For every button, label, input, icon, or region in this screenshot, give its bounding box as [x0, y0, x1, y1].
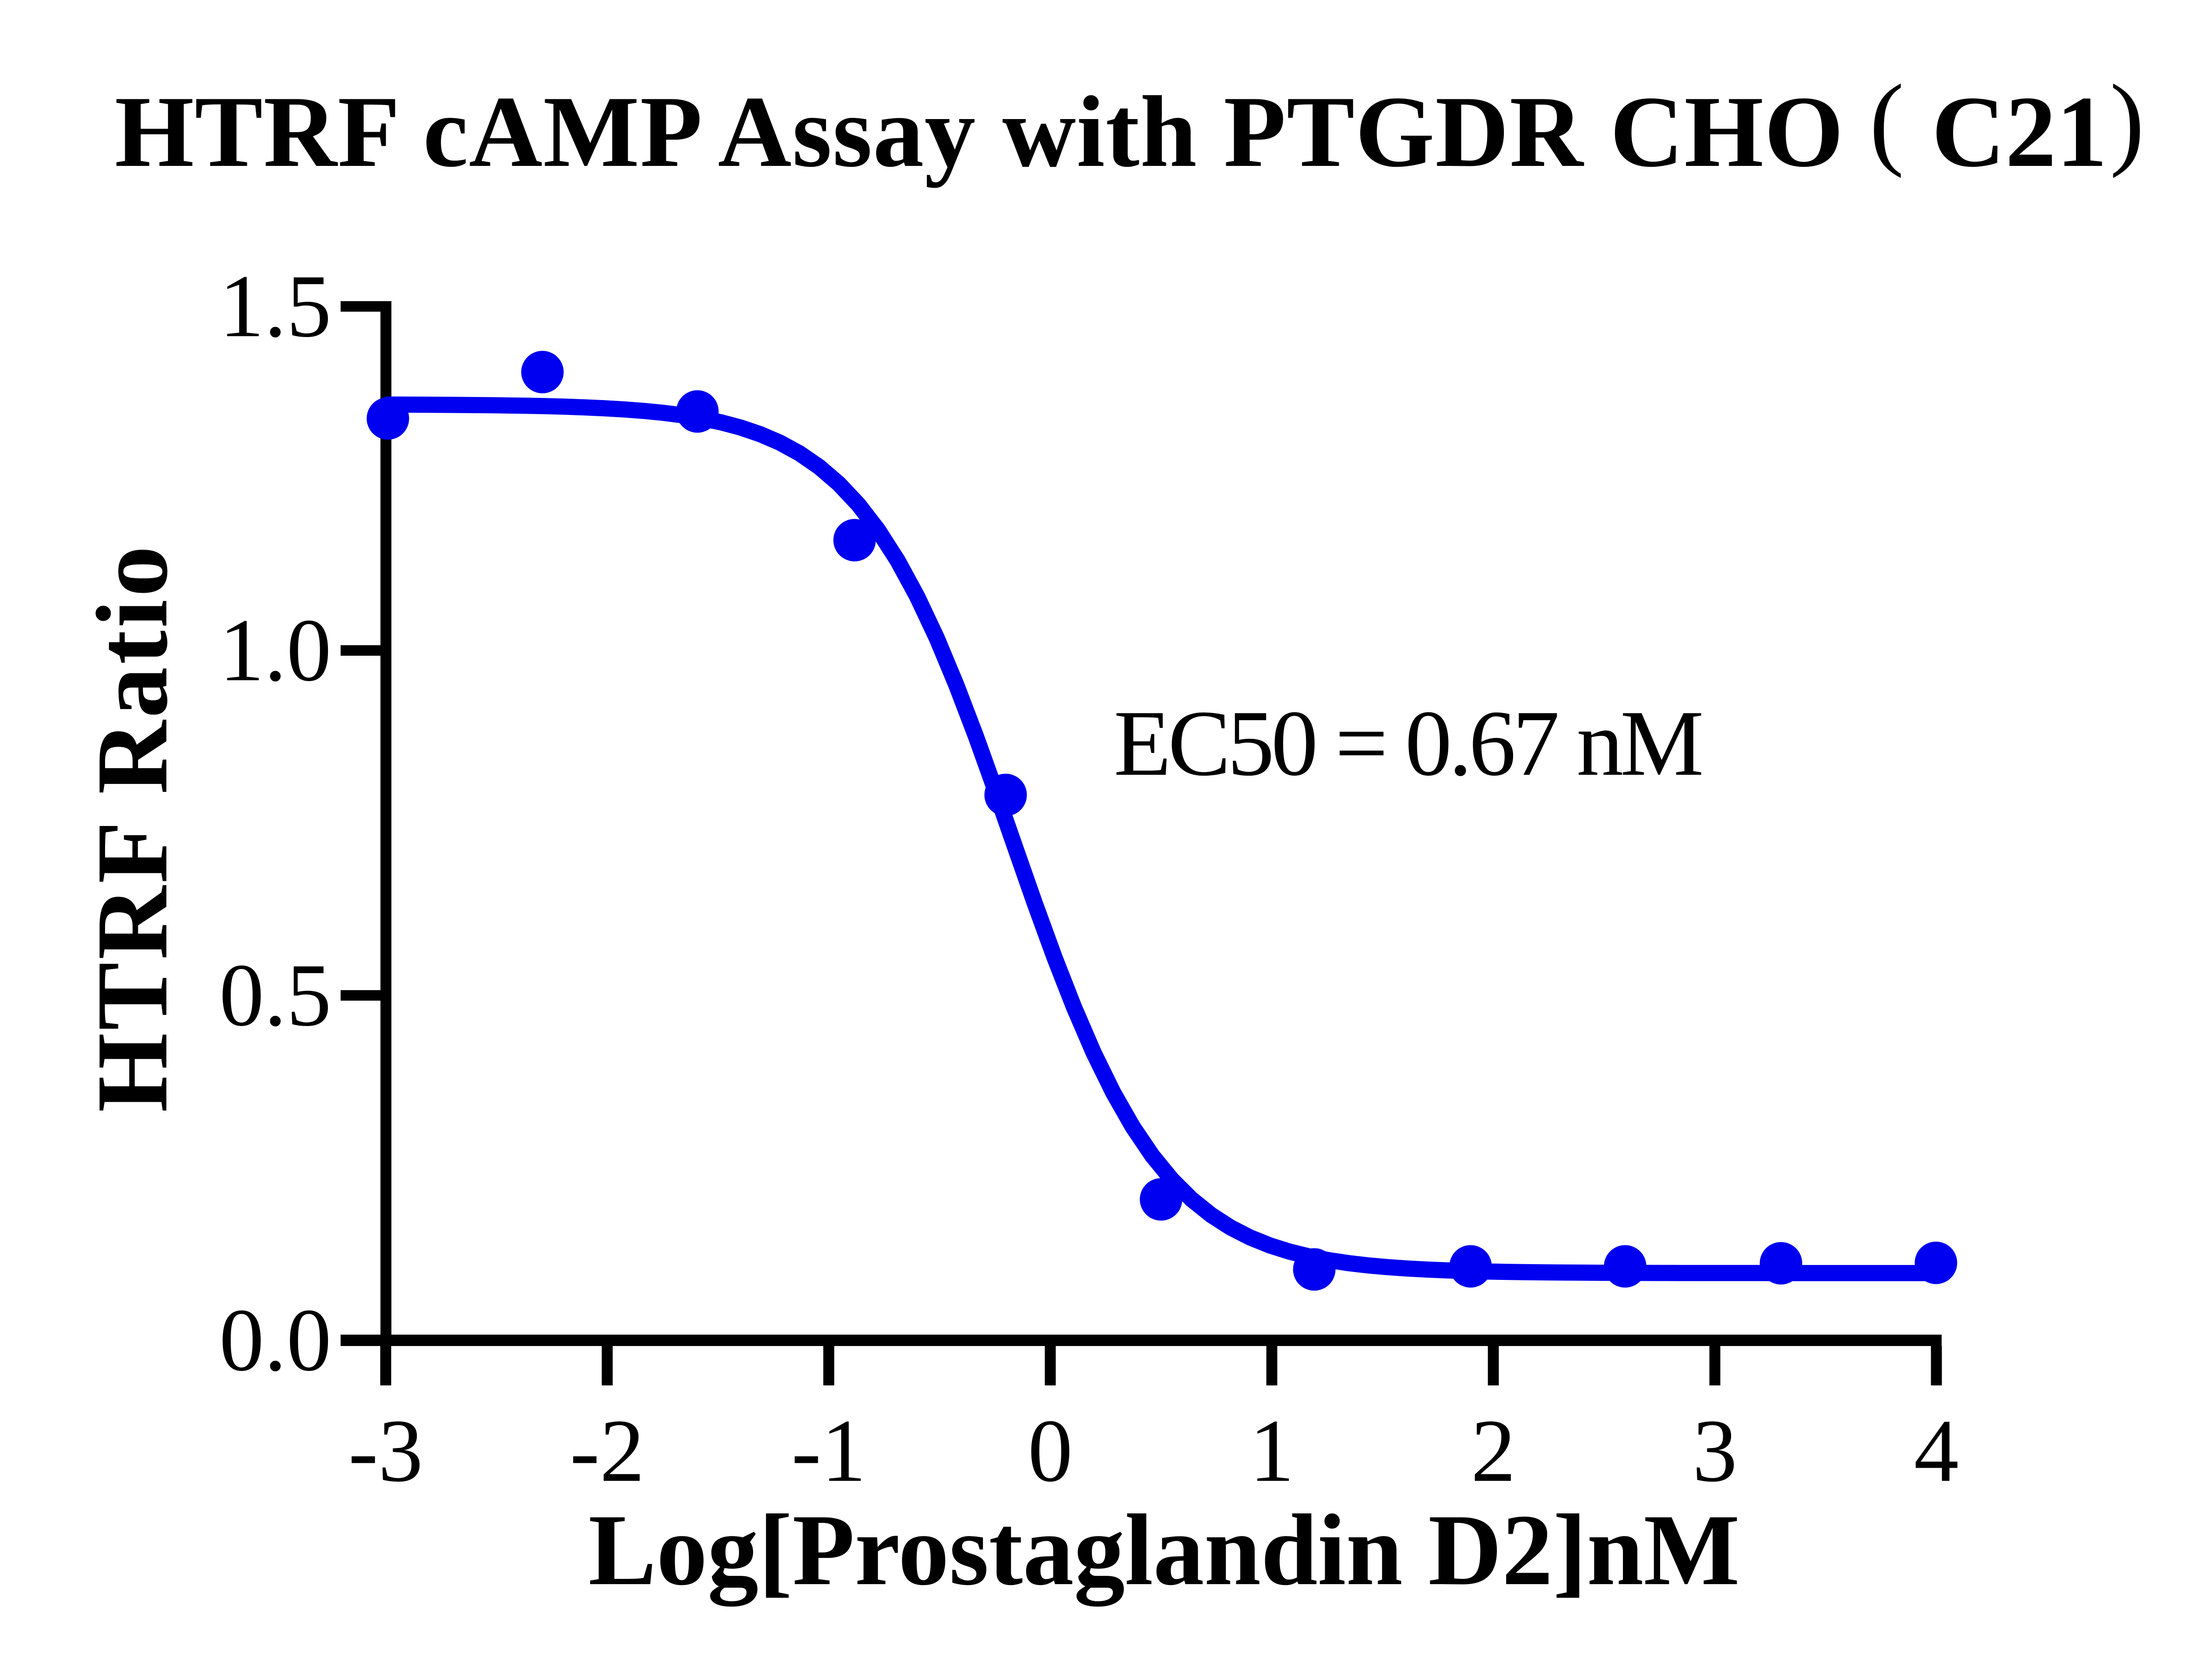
svg-text:HTRF Ratio: HTRF Ratio	[76, 546, 189, 1112]
svg-text:-2: -2	[570, 1401, 645, 1501]
svg-text:2: 2	[1471, 1401, 1516, 1501]
svg-text:1.0: 1.0	[219, 601, 331, 700]
svg-text:0.0: 0.0	[219, 1290, 331, 1390]
svg-text:HTRF cAMP Assay with PTGDR CHO: HTRF cAMP Assay with PTGDR CHO	[115, 75, 1844, 188]
svg-text:1.5: 1.5	[219, 257, 331, 356]
svg-text:3: 3	[1693, 1401, 1738, 1501]
svg-text:1: 1	[1249, 1401, 1295, 1501]
svg-text:4: 4	[1914, 1401, 1959, 1501]
svg-text:EC50 = 0.67 nM: EC50 = 0.67 nM	[1114, 691, 1704, 795]
svg-text:-1: -1	[792, 1401, 866, 1501]
svg-text:-3: -3	[348, 1401, 423, 1501]
svg-text:): )	[2110, 63, 2144, 179]
svg-text:0.5: 0.5	[219, 945, 331, 1045]
svg-text:0: 0	[1028, 1401, 1073, 1501]
svg-text:C21: C21	[1932, 75, 2107, 188]
svg-text:Log[Prostaglandin D2]nM: Log[Prostaglandin D2]nM	[588, 1494, 1740, 1607]
svg-text:(: (	[1869, 63, 1904, 179]
